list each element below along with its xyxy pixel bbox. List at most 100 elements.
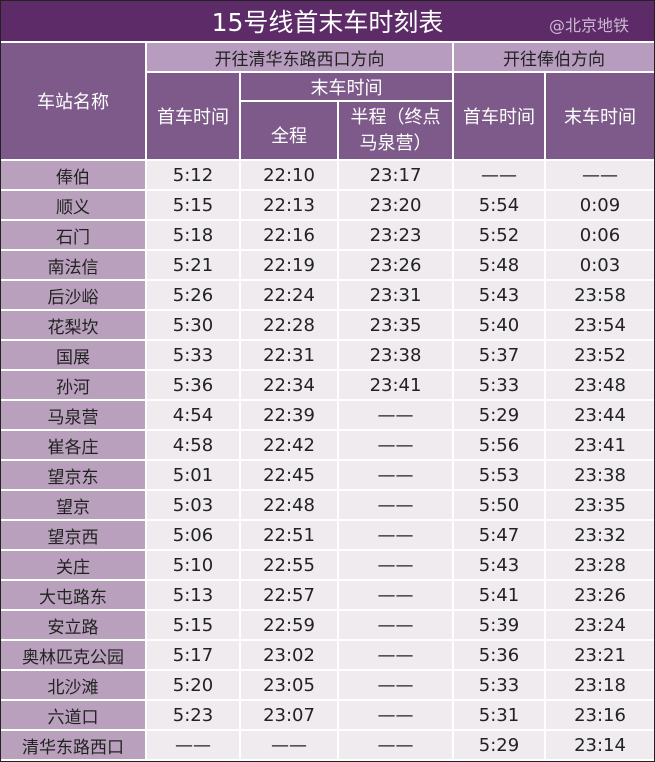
first-train-dir2: 5:56 [454, 431, 544, 459]
last-train-full: 22:55 [241, 551, 337, 579]
last-train-half: —— [339, 491, 452, 519]
last-train-half: 23:26 [339, 251, 452, 279]
last-train-full: 22:57 [241, 581, 337, 609]
station-name: 望京西 [1, 521, 145, 549]
header-half: 半程（终点马泉营） [339, 102, 452, 159]
last-train-half: —— [339, 611, 452, 639]
first-train-dir2: 5:53 [454, 461, 544, 489]
station-name: 顺义 [1, 191, 145, 219]
first-train: 4:54 [147, 401, 239, 429]
last-train-dir2: 23:21 [546, 641, 654, 669]
last-train-half: —— [339, 581, 452, 609]
last-train-half: 23:41 [339, 371, 452, 399]
station-name: 马泉营 [1, 401, 145, 429]
first-train: 5:26 [147, 281, 239, 309]
last-train-full: 23:07 [241, 701, 337, 729]
last-train-full: 22:16 [241, 221, 337, 249]
station-name: 南法信 [1, 251, 145, 279]
last-train-dir2: 23:18 [546, 671, 654, 699]
last-train-dir2: 23:48 [546, 371, 654, 399]
last-train-full: 22:31 [241, 341, 337, 369]
station-name: 石门 [1, 221, 145, 249]
last-train-half: —— [339, 731, 452, 759]
station-name: 望京 [1, 491, 145, 519]
header-full: 全程 [241, 102, 337, 159]
first-train-dir2: 5:47 [454, 521, 544, 549]
first-train: 5:15 [147, 611, 239, 639]
station-name: 孙河 [1, 371, 145, 399]
station-name: 奥林匹克公园 [1, 641, 145, 669]
first-train-dir2: 5:43 [454, 551, 544, 579]
first-train-dir2: 5:29 [454, 731, 544, 759]
last-train-full: 22:19 [241, 251, 337, 279]
last-train-full: 23:02 [241, 641, 337, 669]
first-train: 5:10 [147, 551, 239, 579]
first-train: 5:30 [147, 311, 239, 339]
first-train: 5:01 [147, 461, 239, 489]
station-name: 后沙峪 [1, 281, 145, 309]
header-last: 末车时间 [241, 73, 452, 100]
first-train-dir2: 5:41 [454, 581, 544, 609]
last-train-dir2: 23:26 [546, 581, 654, 609]
last-train-half: —— [339, 431, 452, 459]
station-name: 安立路 [1, 611, 145, 639]
last-train-half: —— [339, 641, 452, 669]
first-train: 5:06 [147, 521, 239, 549]
first-train-dir2: 5:33 [454, 371, 544, 399]
first-train: 5:03 [147, 491, 239, 519]
header-station: 车站名称 [1, 43, 145, 159]
last-train-half: 23:17 [339, 161, 452, 189]
first-train: 5:17 [147, 641, 239, 669]
station-name: 关庄 [1, 551, 145, 579]
last-train-dir2: 0:03 [546, 251, 654, 279]
header-first2: 首车时间 [454, 73, 544, 159]
last-train-full: 22:45 [241, 461, 337, 489]
last-train-dir2: 23:52 [546, 341, 654, 369]
last-train-full: 22:39 [241, 401, 337, 429]
table-title: 15号线首末车时刻表 [1, 1, 654, 41]
last-train-full: 22:24 [241, 281, 337, 309]
first-train: 4:58 [147, 431, 239, 459]
first-train: 5:36 [147, 371, 239, 399]
header-first: 首车时间 [147, 73, 239, 159]
first-train: 5:13 [147, 581, 239, 609]
last-train-full: 22:42 [241, 431, 337, 459]
last-train-full: 22:28 [241, 311, 337, 339]
first-train: 5:23 [147, 701, 239, 729]
last-train-full: 23:05 [241, 671, 337, 699]
first-train-dir2: 5:48 [454, 251, 544, 279]
last-train-dir2: 23:32 [546, 521, 654, 549]
first-train: 5:20 [147, 671, 239, 699]
last-train-half: 23:20 [339, 191, 452, 219]
first-train-dir2: 5:50 [454, 491, 544, 519]
station-name: 花梨坎 [1, 311, 145, 339]
first-train: 5:21 [147, 251, 239, 279]
first-train-dir2: 5:52 [454, 221, 544, 249]
header-dir2: 开往俸伯方向 [454, 43, 654, 71]
last-train-dir2: 23:28 [546, 551, 654, 579]
station-name: 清华东路西口 [1, 731, 145, 759]
last-train-full: 22:48 [241, 491, 337, 519]
last-train-half: 23:31 [339, 281, 452, 309]
first-train-dir2: 5:43 [454, 281, 544, 309]
first-train-dir2: 5:39 [454, 611, 544, 639]
first-train-dir2: 5:40 [454, 311, 544, 339]
last-train-full: —— [241, 731, 337, 759]
last-train-dir2: —— [546, 161, 654, 189]
first-train-dir2: 5:54 [454, 191, 544, 219]
last-train-dir2: 23:54 [546, 311, 654, 339]
station-name: 俸伯 [1, 161, 145, 189]
first-train: —— [147, 731, 239, 759]
first-train-dir2: 5:36 [454, 641, 544, 669]
last-train-half: —— [339, 701, 452, 729]
first-train: 5:15 [147, 191, 239, 219]
first-train-dir2: 5:29 [454, 401, 544, 429]
first-train-dir2: 5:33 [454, 671, 544, 699]
last-train-half: —— [339, 551, 452, 579]
last-train-dir2: 23:41 [546, 431, 654, 459]
last-train-dir2: 0:06 [546, 221, 654, 249]
header-last2: 末车时间 [546, 73, 654, 159]
first-train-dir2: 5:31 [454, 701, 544, 729]
last-train-half: —— [339, 401, 452, 429]
station-name: 国展 [1, 341, 145, 369]
